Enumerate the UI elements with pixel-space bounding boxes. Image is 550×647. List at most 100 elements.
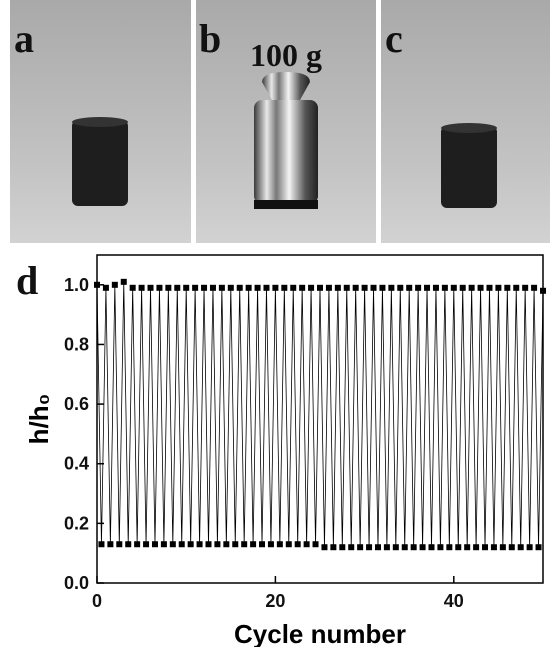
data-point (513, 284, 520, 291)
data-point (116, 541, 123, 548)
data-point (477, 284, 484, 291)
data-point (379, 284, 386, 291)
data-point (415, 284, 422, 291)
data-point (94, 281, 100, 288)
data-point (218, 284, 225, 291)
data-point (343, 284, 350, 291)
data-point (357, 544, 364, 551)
photo-c (381, 0, 550, 243)
data-point (490, 544, 497, 551)
data-point (129, 284, 136, 291)
data-point (419, 544, 426, 551)
data-point (428, 544, 435, 551)
plot-frame (96, 254, 544, 584)
data-point (107, 541, 114, 548)
data-point (522, 284, 529, 291)
data-point (147, 284, 154, 291)
data-point (138, 284, 145, 291)
data-point (151, 541, 158, 548)
data-point (410, 544, 417, 551)
data-point (165, 284, 172, 291)
data-point (192, 284, 199, 291)
data-point (495, 284, 502, 291)
data-point (486, 284, 493, 291)
photo-a (10, 0, 191, 243)
data-point (374, 544, 381, 551)
data-point (290, 284, 297, 291)
x-axis-label: Cycle number (234, 619, 406, 647)
data-point (183, 284, 190, 291)
data-point (205, 541, 212, 548)
data-point (308, 284, 315, 291)
data-point (111, 281, 118, 288)
data-point (531, 284, 538, 291)
panel-label: c (385, 16, 403, 61)
panel-label: b (199, 16, 221, 61)
data-point (540, 287, 546, 294)
data-point (294, 541, 301, 548)
data-point (201, 284, 208, 291)
data-point (473, 544, 480, 551)
photo-b (196, 0, 376, 243)
data-point (468, 284, 475, 291)
y-tick-label: 0.6 (64, 394, 89, 414)
data-point (388, 284, 395, 291)
y-tick-label: 1.0 (64, 275, 89, 295)
x-tick-label: 40 (444, 591, 464, 611)
data-point (441, 284, 448, 291)
panel-label: a (14, 16, 34, 61)
data-point (339, 544, 346, 551)
data-point (160, 541, 167, 548)
data-point (125, 541, 132, 548)
data-point (437, 544, 444, 551)
data-point (263, 284, 270, 291)
data-point (361, 284, 368, 291)
data-point (450, 284, 457, 291)
data-point (98, 541, 105, 548)
data-point (535, 544, 542, 551)
data-point (156, 284, 163, 291)
data-point (134, 541, 141, 548)
data-point (432, 284, 439, 291)
data-point (348, 544, 355, 551)
data-point (370, 284, 377, 291)
y-tick-label: 0.0 (64, 573, 89, 593)
data-point (276, 541, 283, 548)
data-point (285, 541, 292, 548)
data-point (517, 544, 524, 551)
data-point (392, 544, 399, 551)
data-point (209, 284, 216, 291)
data-point (241, 541, 248, 548)
data-point (397, 284, 404, 291)
data-point (214, 541, 221, 548)
data-point (325, 284, 332, 291)
x-tick-label: 0 (92, 591, 102, 611)
y-tick-label: 0.2 (64, 513, 89, 533)
data-point (455, 544, 462, 551)
data-point (196, 541, 203, 548)
data-point (317, 284, 323, 291)
data-line (96, 281, 544, 548)
data-point (508, 544, 515, 551)
data-point (352, 284, 359, 291)
data-point (223, 541, 230, 548)
data-point (321, 544, 328, 551)
data-point (267, 541, 274, 548)
data-point (236, 284, 243, 291)
data-point (424, 284, 431, 291)
data-point (482, 544, 489, 551)
data-point (169, 541, 176, 548)
data-point (366, 544, 373, 551)
weight-label: 100 g (250, 37, 322, 73)
panel-label: d (16, 258, 38, 303)
data-point (178, 541, 185, 548)
data-point (245, 284, 252, 291)
data-point (526, 544, 533, 551)
data-point (227, 284, 234, 291)
data-point (254, 284, 261, 291)
data-point (401, 544, 408, 551)
data-point (272, 284, 279, 291)
y-tick-label: 0.8 (64, 334, 89, 354)
data-point (504, 284, 511, 291)
